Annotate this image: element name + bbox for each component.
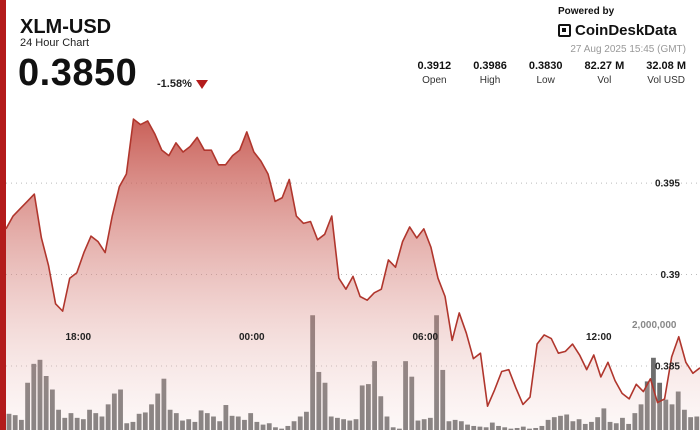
y-axis-ticks: 0.385 0.39 0.395 [655, 179, 680, 373]
y-tick-label: 0.385 [655, 361, 680, 372]
stat-vol-usd: 32.08 M Vol USD [646, 60, 686, 86]
stat-low: 0.3830 Low [529, 60, 563, 86]
price-line [5, 118, 700, 408]
x-tick-label: 12:00 [586, 332, 612, 343]
x-tick-label: 00:00 [239, 332, 265, 343]
stat-label: High [479, 75, 501, 86]
stat-label: Vol USD [647, 75, 686, 86]
stat-label: Open [422, 75, 447, 86]
accent-bar [0, 0, 6, 430]
stat-value: 32.08 M [646, 60, 686, 72]
stat-value: 0.3986 [473, 60, 507, 72]
stat-value: 82.27 M [584, 60, 625, 72]
stat-label: Vol [597, 75, 612, 86]
brand-logo[interactable]: CoinDeskData [558, 22, 677, 39]
stat-value: 0.3830 [528, 60, 563, 72]
x-tick-label: 06:00 [413, 332, 439, 343]
stat-label: Low [536, 75, 555, 86]
page-title: XLM-USD [20, 16, 112, 38]
price-change: -1.58% [157, 78, 192, 90]
stat-value: 0.3912 [417, 60, 452, 72]
volume-scale-label: 2,000,000 [632, 320, 677, 331]
powered-by-label: Powered by [558, 6, 615, 17]
chart-subtitle: 24 Hour Chart [20, 37, 90, 49]
timestamp: 27 Aug 2025 15:45 (GMT) [570, 44, 686, 55]
stat-open: 0.3912 Open [418, 60, 452, 86]
y-tick-label: 0.39 [661, 270, 681, 281]
current-price: 0.3850 [18, 52, 138, 94]
x-tick-label: 18:00 [66, 332, 92, 343]
stats-panel: 0.3912 Open 0.3986 High 0.3830 Low 82.27… [396, 60, 686, 86]
coindesk-logo-icon [558, 24, 571, 37]
x-axis-ticks: 18:00 00:00 06:00 12:00 [66, 332, 613, 343]
stat-vol: 82.27 M Vol [585, 60, 625, 86]
down-arrow-icon [196, 80, 208, 89]
price-area [6, 119, 700, 430]
stat-high: 0.3986 High [473, 60, 507, 86]
brand-name: CoinDeskData [575, 22, 677, 39]
y-tick-label: 0.395 [655, 179, 680, 190]
